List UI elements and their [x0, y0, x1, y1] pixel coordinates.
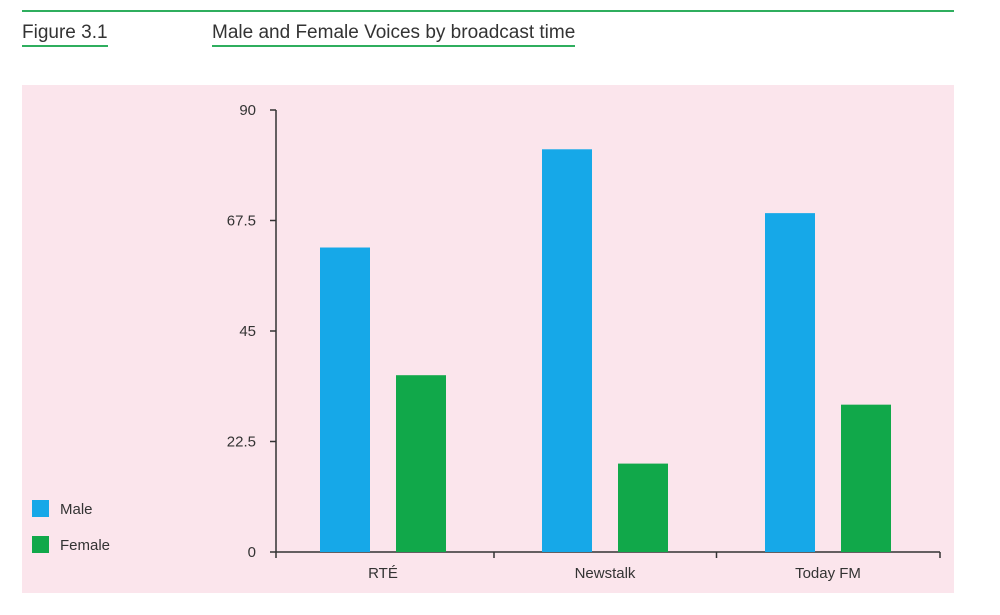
chart-title: Male and Female Voices by broadcast time — [212, 22, 576, 47]
legend-label-female: Female — [60, 537, 110, 554]
legend-swatch-female — [32, 536, 49, 553]
figure-label: Figure 3.1 — [22, 22, 108, 47]
legend-label-male: Male — [60, 501, 93, 518]
x-category-label: Newstalk — [575, 565, 636, 582]
bar-male-1 — [320, 247, 370, 552]
y-tick-label: 22.5 — [227, 434, 256, 451]
top-rule — [22, 10, 954, 12]
bar-female-3 — [841, 404, 891, 552]
x-category-label: RTÉ — [368, 565, 398, 582]
bar-female-1 — [396, 375, 446, 552]
x-category-label: Today FM — [795, 565, 861, 582]
y-tick-label: 0 — [248, 544, 256, 561]
legend-swatch-male — [32, 500, 49, 517]
y-tick-label: 67.5 — [227, 213, 256, 230]
y-tick-label: 90 — [239, 102, 256, 119]
bar-male-2 — [542, 149, 592, 553]
y-tick-label: 45 — [239, 323, 256, 340]
bar-female-2 — [618, 463, 668, 552]
bar-male-3 — [765, 213, 815, 552]
